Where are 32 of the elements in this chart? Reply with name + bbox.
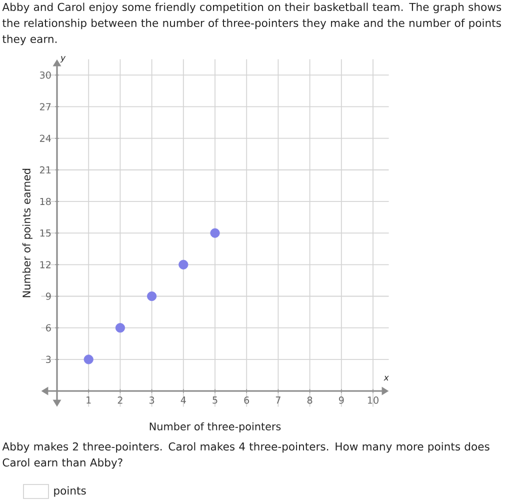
y-tick-label: 21 [40,166,51,174]
y-tick-label: 18 [40,198,51,206]
y-tick-label: 6 [46,324,51,332]
x-tick-label: 6 [244,396,250,404]
x-tick-label: 9 [338,396,344,404]
y-tick-label: 30 [40,71,51,79]
y-tick-label: 24 [40,134,51,142]
chart-title: Abby and Carol enjoy some friendly competition on their basketball team. The graph shows the relationship between the number of three-pointers they make and the number of points they earn. [2,2,502,46]
x-tick-label: 10 [368,396,378,404]
annotation: x [384,376,389,381]
y-tick-label: 12 [40,261,51,268]
point [210,228,220,238]
point [178,260,188,270]
y-tick-label: 9 [46,292,51,300]
point [84,354,94,364]
x-tick-label: 5 [212,396,218,404]
text: points [54,486,86,497]
x-axis-title: Number of three-pointers [150,422,281,432]
x-tick-label: 8 [307,396,312,404]
point [147,291,157,302]
y-tick-label: 15 [40,229,51,237]
x-tick-label: 2 [118,396,122,404]
y-tick-label: 27 [40,103,51,110]
text: Abby makes 2 three-pointers. Carol makes 4 three-pointers. How many more points does Carol earn than Abby? [2,442,490,469]
x-tick-label: 7 [276,396,280,404]
y-tick-label: 3 [46,356,51,364]
y-axis-title: Number of points earned [22,168,32,298]
x-tick-label: 1 [86,396,91,404]
x-tick-label: 3 [149,396,154,404]
annotation: y [60,56,66,63]
x-tick-label: 4 [180,396,186,404]
point [115,323,125,333]
